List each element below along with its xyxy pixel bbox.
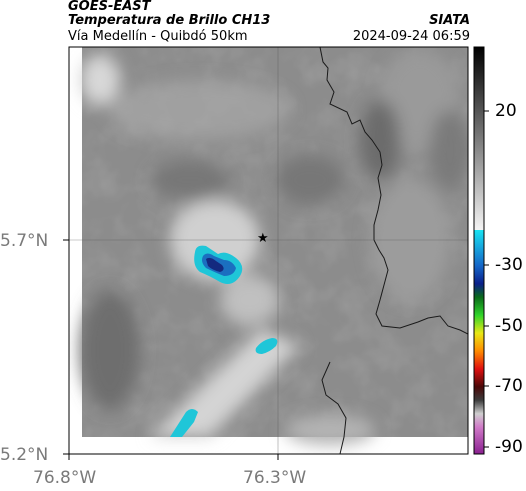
- timestamp-label: 2024-09-24 06:59: [352, 29, 470, 44]
- agency-label: SIATA: [429, 13, 470, 28]
- border-line-south: [321, 361, 347, 454]
- location-star-icon: ★: [257, 231, 269, 246]
- imagery-layer: [69, 47, 468, 454]
- colorbar-color-segment: [474, 230, 484, 454]
- cold-cloud-cell-bottom: [170, 409, 198, 437]
- map-frame: [68, 46, 469, 455]
- colorbar-frame: [473, 46, 485, 455]
- colorbar-tick-label: -70: [495, 376, 523, 396]
- cold-cloud-cell-main: [194, 245, 243, 284]
- route-label: Vía Medellín - Quibdó 50km: [68, 29, 248, 44]
- colorbar-tick-label: -90: [495, 437, 523, 457]
- lat-tick-label: 5.7°N: [0, 231, 49, 251]
- colorbar-tick-label: 20: [495, 101, 517, 121]
- product-title: Temperatura de Brillo CH13: [68, 13, 271, 28]
- colorbar-tick-label: -50: [495, 316, 523, 336]
- colorbar-tick-label: -30: [495, 255, 523, 275]
- border-line-east: [319, 47, 468, 335]
- lat-tick-label: 5.2°N: [0, 445, 49, 465]
- colorbar-gray-segment: [474, 47, 484, 230]
- lon-tick-label: 76.3°W: [243, 468, 307, 488]
- satellite-title: GOES-EAST: [68, 0, 151, 14]
- cold-cloud-cell-small: [255, 338, 278, 354]
- lon-tick-label: 76.8°W: [33, 468, 97, 488]
